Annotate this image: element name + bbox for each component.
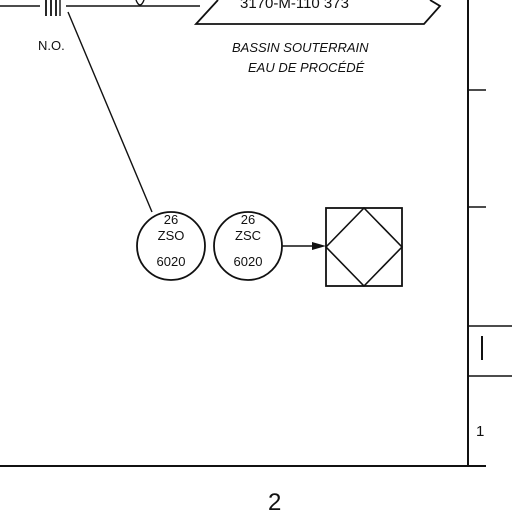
signal-line-diagonal xyxy=(67,11,153,213)
instrument-loop: 6020 xyxy=(157,254,186,269)
contact-label: N.O. xyxy=(38,38,65,53)
arrow-head-icon xyxy=(312,242,326,250)
instrument-tag: ZSC xyxy=(235,228,261,243)
instrument-loop: 6020 xyxy=(234,254,263,269)
offpage-description-line1: BASSIN SOUTERRAIN xyxy=(232,40,369,55)
instrument-zso: 26 ZSO 6020 xyxy=(136,211,206,281)
offpage-connector xyxy=(193,0,442,25)
normally-open-contact xyxy=(45,0,61,16)
row-mark: 1 xyxy=(476,423,484,440)
zone-label: 2 xyxy=(268,489,281,512)
instrument-number: 26 xyxy=(241,212,255,227)
instrument-tag: ZSO xyxy=(158,228,185,243)
offpage-reference: 3170-M-110 373 xyxy=(240,0,349,12)
instrument-number: 26 xyxy=(164,212,178,227)
valve-symbol xyxy=(324,206,404,288)
instrument-zsc: 26 ZSC 6020 xyxy=(213,211,283,281)
line-mark xyxy=(135,0,145,6)
instrument-bubble xyxy=(136,211,206,281)
offpage-description-line2: EAU DE PROCÉDÉ xyxy=(248,60,365,75)
